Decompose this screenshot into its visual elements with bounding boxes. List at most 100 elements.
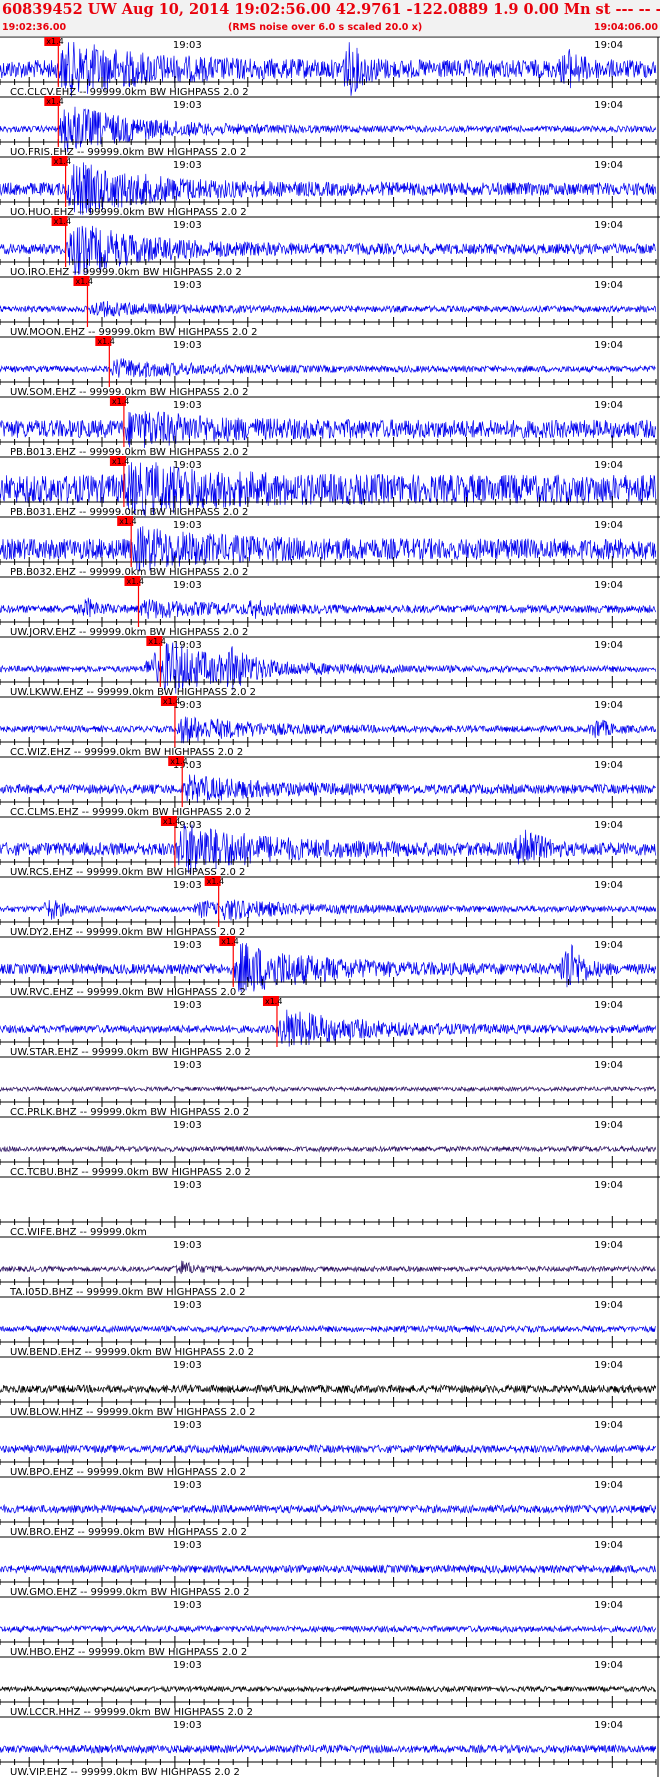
waveform — [0, 1145, 657, 1153]
minute-label: 19:04 — [594, 820, 623, 831]
pick-label: x1.4 — [54, 217, 71, 226]
axis-ticks — [0, 1156, 657, 1168]
minute-label: 19:03 — [173, 700, 202, 711]
station-label: UW.LKWW.EHZ -- 99999.0km BW HIGHPASS 2.0… — [10, 687, 256, 698]
trace-row: 19:03 19:04 UW.RVC.EHZ -- 99999.0km BW HIG… — [0, 936, 660, 998]
trace-row: 19:03 19:04 UW.LCCR.HHZ -- 99999.0km BW HI… — [0, 1656, 660, 1718]
minute-label: 19:03 — [173, 100, 202, 111]
station-label: UW.GMO.EHZ -- 99999.0km BW HIGHPASS 2.0 … — [10, 1587, 249, 1598]
pick-flag — [73, 276, 90, 286]
axis-ticks — [0, 676, 657, 688]
minute-label: 19:03 — [173, 820, 202, 831]
waveform — [0, 774, 657, 803]
axis-ticks — [0, 976, 657, 988]
trace-row: 19:03 19:04 UW.GMO.EHZ -- 99999.0km BW HIG… — [0, 1536, 660, 1598]
waveform — [0, 1503, 657, 1515]
minute-label: 19:03 — [173, 1360, 202, 1371]
minute-label: 19:03 — [173, 1240, 202, 1251]
minute-label: 19:03 — [173, 1720, 202, 1731]
station-label: CC.WIFE.BHZ -- 99999.0km — [10, 1227, 147, 1238]
pick-flag — [44, 96, 61, 106]
trace-row: 19:03 19:04 UW.HBO.EHZ -- 99999.0km BW HIG… — [0, 1596, 660, 1658]
axis-ticks — [0, 1216, 657, 1228]
minute-label: 19:03 — [173, 1180, 202, 1191]
axis-ticks — [0, 1756, 657, 1768]
minute-label: 19:04 — [594, 700, 623, 711]
minute-label: 19:04 — [594, 640, 623, 651]
trace-row: 19:03 19:04 CC.WIFE.BHZ -- 99999.0km — [0, 1176, 660, 1238]
axis-ticks — [0, 76, 657, 88]
trace-row: 19:03 19:04 UO.IRO.EHZ -- 99999.0km BW HIG… — [0, 216, 660, 278]
minute-label: 19:03 — [173, 1300, 202, 1311]
pick-label: x1.4 — [163, 697, 180, 706]
trace-row: 19:03 19:04 PB.B013.EHZ -- 99999.0km BW HI… — [0, 396, 660, 458]
minute-label: 19:03 — [173, 1480, 202, 1491]
minute-label: 19:03 — [173, 880, 202, 891]
waveform — [0, 411, 657, 449]
minute-label: 19:04 — [594, 1120, 623, 1131]
minute-label: 19:03 — [173, 1540, 202, 1551]
trace-row: 19:03 19:04 CC.TCBU.BHZ -- 99999.0km BW HI… — [0, 1116, 660, 1178]
axis-ticks — [0, 796, 657, 808]
waveform — [0, 1624, 657, 1634]
waveform — [0, 162, 657, 215]
trace-row: 19:03 19:04 UW.SOM.EHZ -- 99999.0km BW HIG… — [0, 336, 660, 398]
minute-label: 19:03 — [173, 580, 202, 591]
station-label: UO.HUO.EHZ -- 99999.0km BW HIGHPASS 2.0 … — [10, 207, 247, 218]
minute-label: 19:04 — [594, 580, 623, 591]
seismogram-plot: 19:03 19:04 CC.CLCV.EHZ -- 99999.0km BW HI… — [0, 37, 660, 1778]
minute-label: 19:04 — [594, 1480, 623, 1491]
minute-label: 19:04 — [594, 1180, 623, 1191]
station-label: UW.RVC.EHZ -- 99999.0km BW HIGHPASS 2.0 … — [10, 987, 246, 998]
waveform — [0, 1260, 657, 1274]
trace-row: 19:03 19:04 UW.LKWW.EHZ -- 99999.0km BW HI… — [0, 636, 660, 698]
station-label: PB.B013.EHZ -- 99999.0km BW HIGHPASS 2.0… — [10, 447, 248, 458]
trace-row: 19:03 19:04 PB.B032.EHZ -- 99999.0km BW HI… — [0, 516, 660, 578]
axis-ticks — [0, 1636, 657, 1648]
pick-flag — [219, 936, 236, 946]
minute-label: 19:03 — [173, 760, 202, 771]
pick-label: x1.4 — [97, 337, 114, 346]
axis-ticks — [0, 376, 657, 388]
minute-label: 19:04 — [594, 400, 623, 411]
minute-label: 19:04 — [594, 880, 623, 891]
station-label: UW.DY2.EHZ -- 99999.0km BW HIGHPASS 2.0 … — [10, 927, 245, 938]
waveform — [0, 716, 657, 744]
minute-label: 19:03 — [173, 460, 202, 471]
waveform — [0, 597, 657, 619]
pick-label: x1.4 — [46, 37, 63, 46]
minute-label: 19:03 — [173, 1420, 202, 1431]
minute-label: 19:04 — [594, 340, 623, 351]
minute-label: 19:04 — [594, 220, 623, 231]
pick-label: x1.4 — [46, 97, 63, 106]
pick-flag — [109, 456, 126, 466]
station-label: UO.FRIS.EHZ -- 99999.0km BW HIGHPASS 2.0… — [10, 147, 246, 158]
station-label: CC.PRLK.BHZ -- 99999.0km BW HIGHPASS 2.0… — [10, 1107, 249, 1118]
axis-ticks — [0, 1576, 657, 1588]
minute-label: 19:04 — [594, 1660, 623, 1671]
minute-label: 19:03 — [173, 520, 202, 531]
pick-flag — [95, 336, 112, 346]
minute-label: 19:04 — [594, 160, 623, 171]
pick-label: x1.4 — [265, 997, 282, 1006]
pick-label: x1.4 — [207, 877, 224, 886]
minute-label: 19:04 — [594, 1720, 623, 1731]
pick-flag — [51, 216, 68, 226]
minute-label: 19:03 — [173, 280, 202, 291]
event-title: 60839452 UW Aug 10, 2014 19:02:56.00 42.… — [2, 1, 660, 18]
minute-label: 19:03 — [173, 40, 202, 51]
pick-flag — [124, 576, 141, 586]
waveform — [0, 642, 657, 694]
pick-flag — [262, 996, 279, 1006]
start-time: 19:02:36.00 — [2, 22, 67, 33]
minute-label: 19:04 — [594, 280, 623, 291]
minute-label: 19:03 — [173, 400, 202, 411]
trace-row: 19:03 19:04 UW.DY2.EHZ -- 99999.0km BW HIG… — [0, 876, 660, 938]
plot-header: 60839452 UW Aug 10, 2014 19:02:56.00 42.… — [0, 0, 660, 37]
waveform — [0, 1383, 657, 1395]
trace-row: 19:03 19:04 UW.BRO.EHZ -- 99999.0km BW HIG… — [0, 1476, 660, 1538]
waveform — [0, 1009, 657, 1047]
station-label: UW.SOM.EHZ -- 99999.0km BW HIGHPASS 2.0 … — [10, 387, 248, 398]
waveform — [0, 462, 657, 517]
axis-ticks — [0, 1096, 657, 1108]
